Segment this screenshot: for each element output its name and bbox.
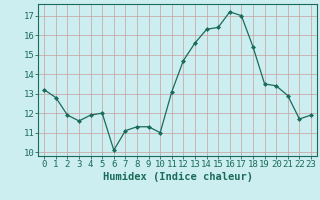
X-axis label: Humidex (Indice chaleur): Humidex (Indice chaleur) [103,172,252,182]
